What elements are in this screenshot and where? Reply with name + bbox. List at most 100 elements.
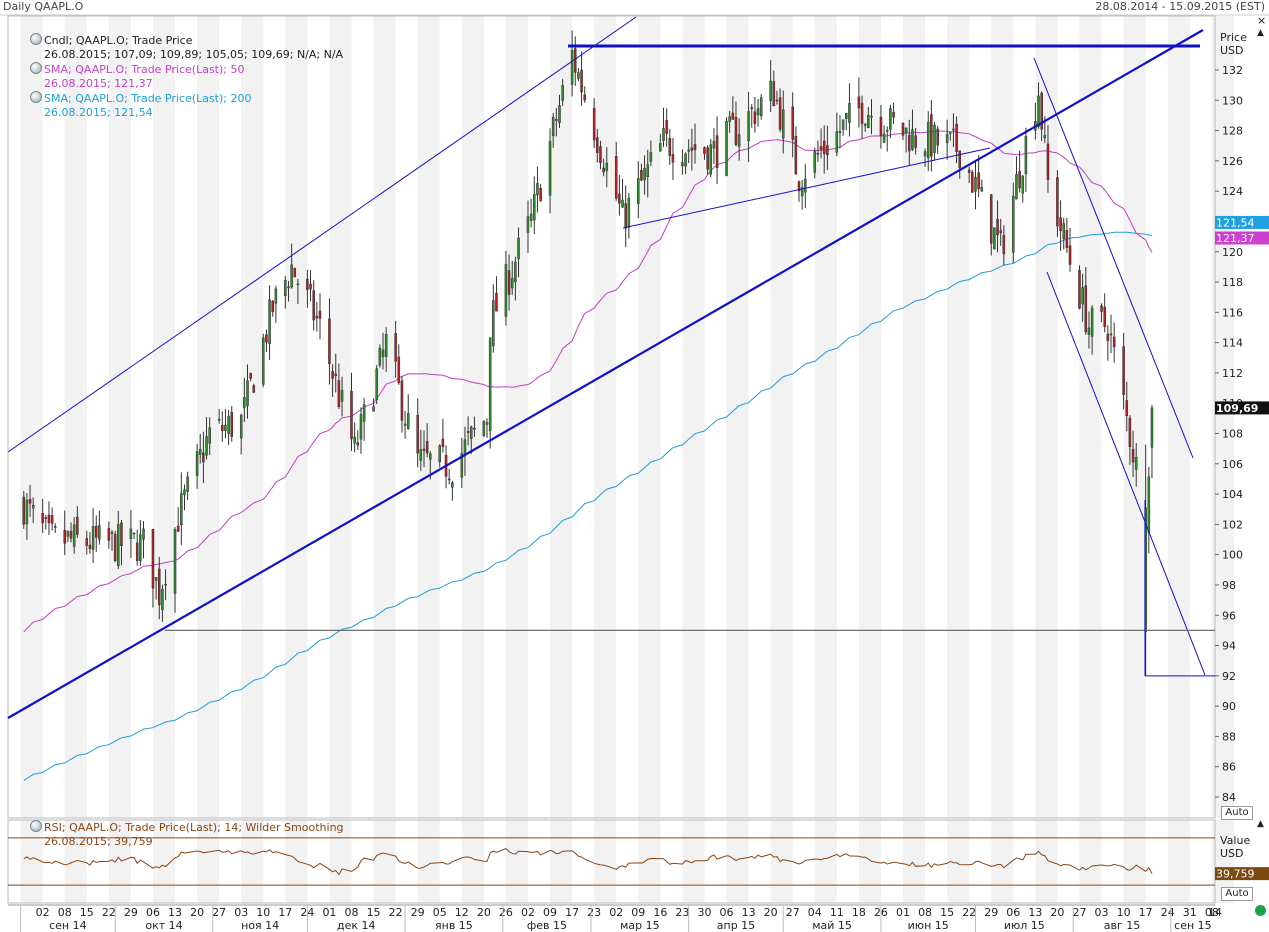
- week-band: [108, 820, 131, 903]
- candle-body: [287, 286, 290, 289]
- candle-body: [429, 453, 432, 460]
- candle-body: [826, 145, 829, 156]
- candle-body: [813, 151, 817, 173]
- date-tick-label: 13: [1028, 906, 1042, 919]
- date-tick-label: 06: [146, 906, 160, 919]
- candle-body: [482, 421, 486, 436]
- candle-body: [819, 146, 823, 150]
- date-tick-label: 06: [720, 906, 734, 919]
- candle: [331, 364, 334, 397]
- maximize-icon[interactable]: ▲: [1257, 28, 1264, 38]
- candle: [438, 444, 442, 468]
- legend-candle-label: Cndl; QAAPL.O; Trade Price: [44, 34, 193, 47]
- candle-body: [618, 193, 621, 204]
- price-tick-label: 116: [1222, 306, 1243, 319]
- candle-body: [274, 288, 278, 304]
- date-tick-label: 20: [1050, 906, 1064, 919]
- month-label: фев 15: [527, 919, 567, 932]
- candle: [835, 112, 839, 157]
- week-band: [461, 820, 484, 903]
- candle-body: [507, 270, 511, 295]
- candle-body: [649, 152, 653, 162]
- candle: [350, 372, 353, 451]
- close-icon[interactable]: ×: [1257, 14, 1267, 27]
- candle-body: [91, 526, 95, 550]
- sma50-line: [23, 130, 1153, 633]
- candle: [816, 140, 820, 162]
- candle: [693, 123, 697, 164]
- auto-scale-button-rsi[interactable]: Auto: [1221, 887, 1253, 901]
- candle-body: [870, 115, 873, 118]
- price-axis[interactable]: 8486889092949698100102104106108110112114…: [1215, 64, 1243, 804]
- date-tick-label: 27: [786, 906, 800, 919]
- candle-body: [129, 528, 133, 539]
- week-band: [770, 16, 793, 818]
- week-band: [152, 16, 176, 818]
- candle: [533, 176, 536, 235]
- candle: [703, 146, 706, 160]
- candle: [378, 344, 382, 368]
- candle: [246, 364, 249, 419]
- candle: [778, 88, 782, 133]
- candle-body: [860, 103, 864, 125]
- candle-body: [573, 48, 577, 73]
- date-tick-label: 05: [433, 906, 447, 919]
- candle-body: [186, 476, 189, 492]
- price-tag-bg: [1215, 231, 1269, 245]
- date-tick-label: 15: [367, 906, 381, 919]
- candle: [230, 406, 234, 442]
- candle: [926, 111, 930, 172]
- candle: [425, 423, 429, 458]
- legend-rsi-value: 26.08.2015; 39,759: [44, 835, 153, 848]
- maximize-rsi-icon[interactable]: ▲: [1257, 819, 1264, 829]
- candle-body: [602, 167, 605, 173]
- legend-sma50[interactable]: SMA; QAAPL.O; Trade Price(Last); 50: [30, 62, 343, 77]
- auto-scale-button-main[interactable]: Auto: [1221, 806, 1253, 820]
- candle-body: [1125, 400, 1129, 417]
- rsi-pane-frame: [7, 819, 1216, 904]
- candle: [164, 569, 167, 601]
- rsi-legend: RSI; QAAPL.O; Trade Price(Last); 14; Wil…: [30, 820, 344, 849]
- trendlines[interactable]: [7, 16, 1215, 719]
- candle: [1056, 170, 1059, 238]
- date-tick-label: 02: [609, 906, 623, 919]
- candle-body: [510, 277, 514, 289]
- legend-rsi[interactable]: RSI; QAAPL.O; Trade Price(Last); 14; Wil…: [30, 820, 344, 835]
- candle: [885, 126, 889, 152]
- week-band: [638, 16, 661, 818]
- candle: [1106, 325, 1110, 361]
- price-tick-label: 92: [1222, 670, 1236, 683]
- candle-body: [53, 526, 57, 528]
- candle-body: [372, 406, 375, 412]
- candle: [120, 519, 123, 566]
- week-band: [1167, 820, 1190, 903]
- candle: [845, 112, 848, 131]
- candle: [599, 140, 602, 170]
- candle-body: [447, 478, 451, 481]
- candle: [1015, 156, 1018, 200]
- candle-body: [949, 132, 952, 134]
- rsi-tag-bg: [1215, 867, 1269, 881]
- legend-candle[interactable]: Cndl; QAAPL.O; Trade Price: [30, 33, 343, 48]
- candle: [50, 507, 54, 531]
- candle-body: [406, 413, 410, 429]
- date-tick-label: 15: [80, 906, 94, 919]
- candle: [1150, 404, 1154, 479]
- legend-sma200[interactable]: SMA; QAAPL.O; Trade Price(Last); 200: [30, 91, 343, 106]
- candle: [1078, 265, 1081, 310]
- candle: [804, 163, 807, 209]
- candle-body: [662, 128, 665, 141]
- candle: [41, 498, 44, 533]
- candle-body: [230, 412, 234, 437]
- candle: [504, 250, 508, 326]
- date-axis[interactable]: 02 08 15 22 29 06 13 20 27 03 10 17 24 01 08 15 22 29 05 12…: [8, 904, 1222, 932]
- price-tag-bg: [1215, 401, 1269, 415]
- candle: [161, 584, 164, 622]
- candle-body: [469, 426, 473, 439]
- candle-body: [592, 107, 596, 141]
- candle-body: [293, 267, 297, 278]
- date-tick-label: 09: [543, 906, 557, 919]
- candle-body: [911, 129, 914, 150]
- candle: [1103, 293, 1106, 333]
